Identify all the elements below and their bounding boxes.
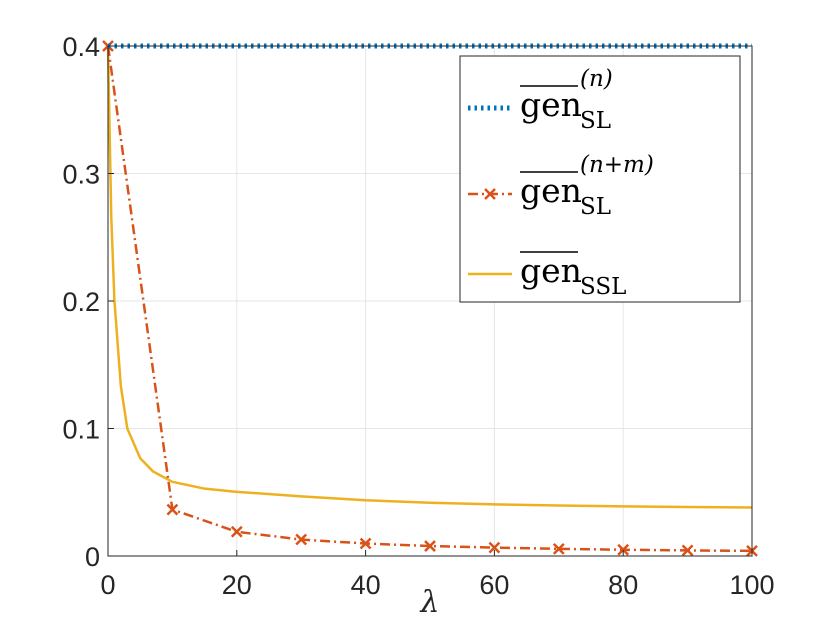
marker-stroke (681, 544, 694, 557)
legend-box (459, 55, 741, 303)
y-tick-label: 0 (85, 542, 100, 572)
legend-label-main: gen (520, 85, 582, 124)
data-point-marker (166, 503, 179, 516)
legend-marker (484, 188, 496, 200)
series-3-line (106, 45, 753, 509)
legend-label-sub: SSL (580, 274, 626, 300)
legend-item-2: gen(n+m) SL (468, 152, 654, 220)
y-tick-label: 0.4 (62, 32, 100, 62)
data-point-marker (230, 525, 243, 538)
series-3 (106, 45, 753, 509)
legend-label-main: gen (520, 171, 582, 210)
marker-stroke (488, 541, 501, 554)
marker-stroke (359, 537, 372, 550)
y-tick-label: 0.3 (62, 160, 100, 190)
ticks: 0 20 40 60 80 100 0 0.1 0.2 0.3 0.4 (62, 32, 774, 600)
data-point-marker (295, 533, 308, 546)
legend-label-sup: (n+m) (580, 152, 654, 178)
x-tick-label: 40 (351, 570, 381, 600)
marker-stroke (424, 540, 436, 552)
y-tick-label: 0.1 (62, 415, 100, 445)
series-2 (102, 40, 758, 557)
x-tick-label: 60 (479, 570, 509, 600)
legend-label-sub: SL (580, 194, 611, 220)
legend-label-sub: SL (580, 108, 611, 134)
x-tick-label: 100 (729, 570, 774, 600)
x-tick-label: 20 (222, 570, 252, 600)
data-point-marker (488, 541, 501, 554)
legend-label-main: gen (520, 251, 582, 290)
x-axis-label: λ (419, 585, 439, 620)
legend-item-1: gen(n) SL (468, 66, 613, 134)
data-point-marker (424, 540, 436, 552)
data-point-marker (617, 543, 630, 556)
marker-stroke (484, 188, 496, 200)
legend-label-sup: (n) (580, 66, 613, 92)
x-tick-label: 80 (608, 570, 638, 600)
y-tick-label: 0.2 (62, 287, 100, 317)
data-point-marker (681, 544, 694, 557)
marker-stroke (552, 542, 565, 555)
marker-stroke (230, 525, 243, 538)
marker-stroke (166, 503, 179, 516)
marker-stroke (295, 533, 308, 546)
marker-stroke (617, 543, 630, 556)
data-point-marker (359, 537, 372, 550)
series-layer (102, 40, 758, 557)
data-point-marker (552, 542, 565, 555)
x-tick-label: 0 (100, 570, 115, 600)
